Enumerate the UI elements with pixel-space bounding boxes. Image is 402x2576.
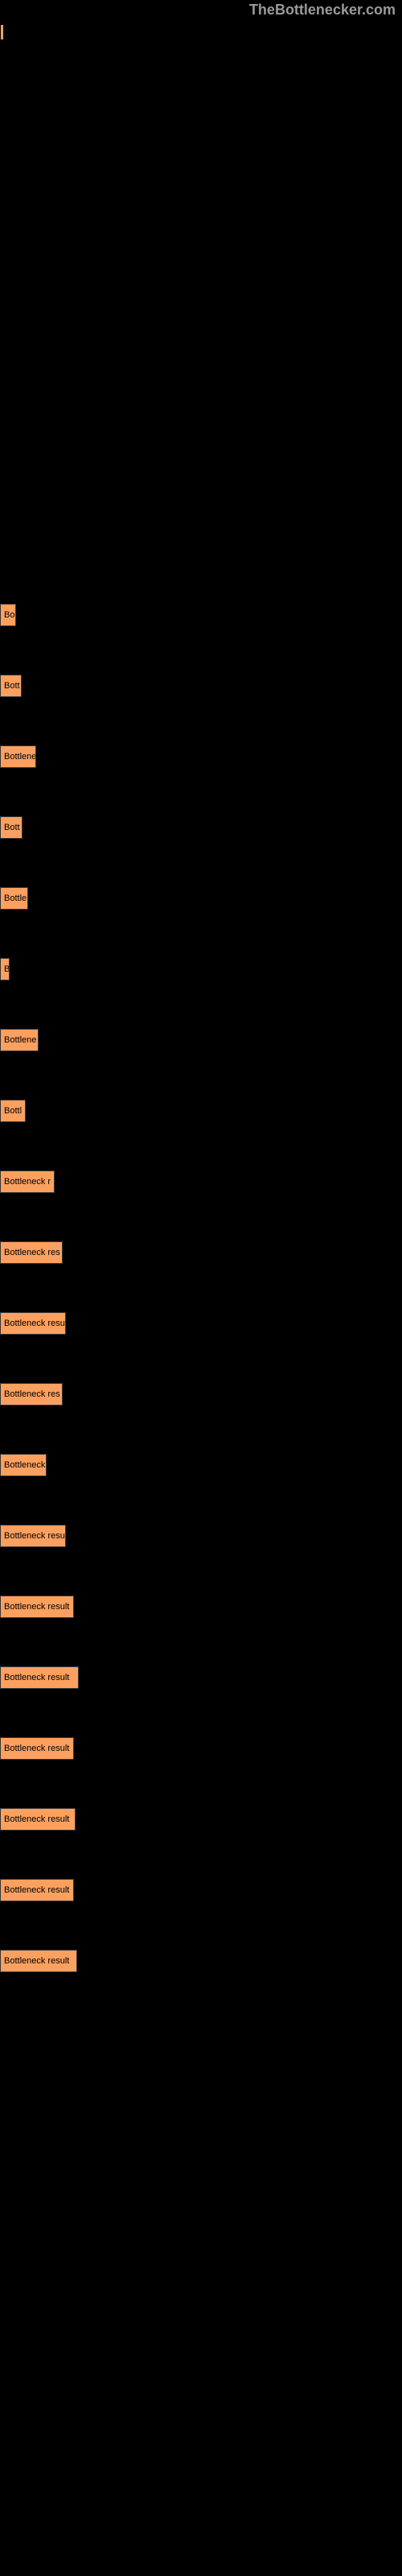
bar: Bottleneck result: [0, 1666, 79, 1689]
bar: Bo: [0, 604, 16, 626]
bar: Bott: [0, 816, 23, 839]
bar: Bottleneck res: [0, 1241, 63, 1264]
bar: Bottleneck resu: [0, 1312, 66, 1335]
bar-row: Bottleneck res: [0, 1383, 402, 1406]
watermark-text: TheBottlenecker.com: [249, 2, 396, 19]
bar: Bottl: [0, 1100, 26, 1122]
bar: Bottlene: [0, 745, 36, 768]
bar: Bottleneck result: [0, 1808, 76, 1831]
bar-row: Bottleneck result: [0, 1879, 402, 1901]
bar-row: Bottl: [0, 1100, 402, 1122]
bar-row: Bott: [0, 675, 402, 697]
bar-row: Bottleneck result: [0, 1808, 402, 1831]
bars-container: Bo Bott Bottlene Bott Bottle B Bottlene Bottl Bo…: [0, 604, 402, 2021]
bar-row: Bottleneck result: [0, 1737, 402, 1760]
bar: Bottleneck result: [0, 1737, 74, 1760]
bar: Bottle: [0, 887, 28, 910]
bar: Bott: [0, 675, 22, 697]
bar-row: Bottlene: [0, 745, 402, 768]
bar: Bottleneck resu: [0, 1525, 66, 1547]
bar-row: Bottleneck res: [0, 1241, 402, 1264]
bar-row: Bottleneck result: [0, 1666, 402, 1689]
bar-row: Bottleneck result: [0, 1950, 402, 1972]
top-small-bar: [0, 24, 4, 40]
bar: Bottlene: [0, 1029, 39, 1051]
bar-row: Bottleneck resu: [0, 1312, 402, 1335]
dot-marker: .: [5, 60, 6, 64]
bar-row: Bottleneck r: [0, 1170, 402, 1193]
bar: Bottleneck result: [0, 1879, 74, 1901]
bar: Bottleneck res: [0, 1383, 63, 1406]
bar-row: Bottlene: [0, 1029, 402, 1051]
bar: Bottleneck result: [0, 1596, 74, 1618]
bar-row: Bottleneck result: [0, 1596, 402, 1618]
bar: Bottleneck: [0, 1454, 47, 1476]
bar-row: Bottle: [0, 887, 402, 910]
bar-row: B: [0, 958, 402, 980]
bar-row: Bo: [0, 604, 402, 626]
bar: Bottleneck r: [0, 1170, 55, 1193]
bar: B: [0, 958, 10, 980]
bar-row: Bott: [0, 816, 402, 839]
bar-row: Bottleneck: [0, 1454, 402, 1476]
bar-row: Bottleneck resu: [0, 1525, 402, 1547]
bar: Bottleneck result: [0, 1950, 77, 1972]
